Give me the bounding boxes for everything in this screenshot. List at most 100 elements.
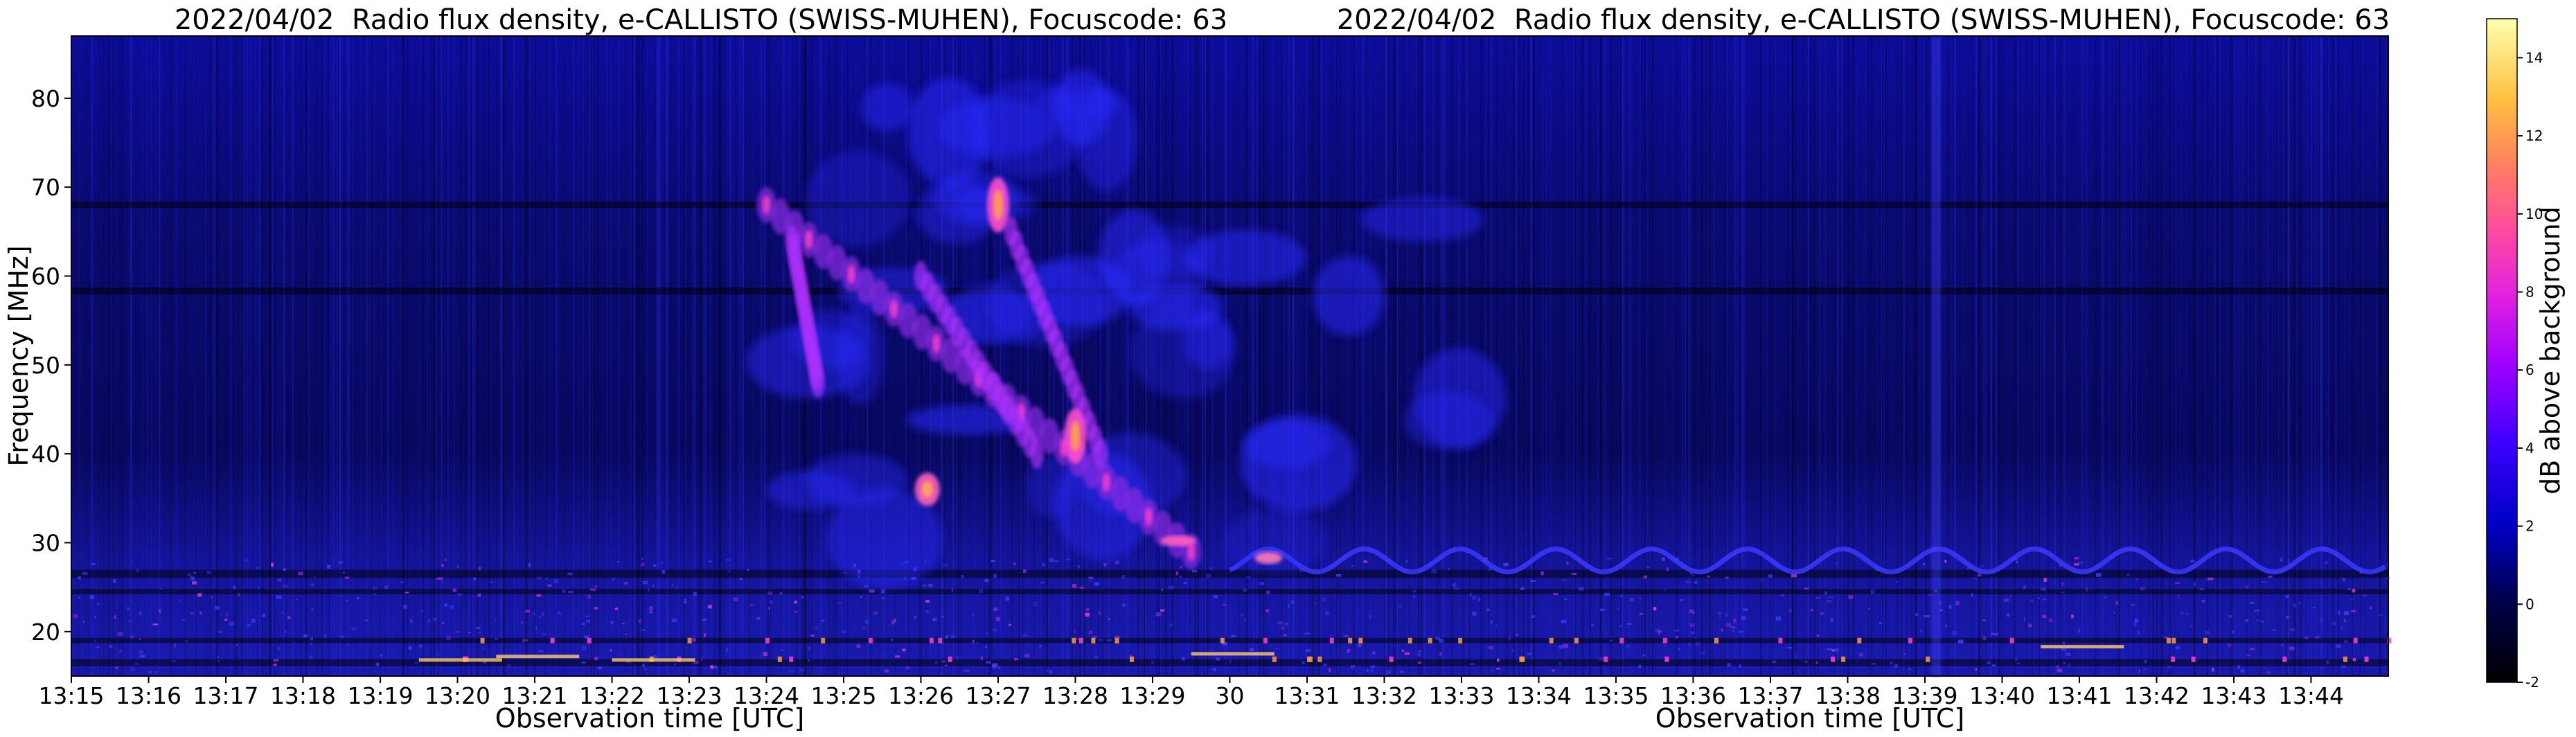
rfi-speck <box>1566 562 1569 565</box>
rfi-speck <box>2038 597 2041 599</box>
rfi-speck <box>2193 582 2196 586</box>
rfi-speck <box>675 586 679 589</box>
noise-streak <box>1383 36 1386 676</box>
noise-streak <box>2237 36 2240 676</box>
noise-streak <box>2086 36 2088 676</box>
rfi-speck <box>1372 651 1376 655</box>
noise-streak <box>90 36 93 676</box>
rfi-speck <box>2028 623 2032 628</box>
noise-streak <box>2201 36 2203 676</box>
rfi-speck <box>438 577 443 580</box>
noise-streak <box>441 36 443 676</box>
rfi-speck <box>346 643 350 646</box>
rfi-marker <box>1072 637 1076 643</box>
rfi-speck <box>1107 618 1111 621</box>
rfi-speck <box>1330 634 1332 637</box>
noise-streak <box>272 36 274 676</box>
rfi-speck <box>801 596 804 598</box>
noise-streak <box>2298 36 2300 676</box>
burst-blob <box>1029 438 1044 470</box>
rfi-speck <box>2298 602 2301 604</box>
rfi-speck <box>522 641 524 643</box>
noise-streak <box>1581 36 1583 676</box>
noise-streak <box>677 36 680 676</box>
x-tick-label: 13:36 <box>1660 682 1726 709</box>
noise-streak <box>1022 36 1024 676</box>
rfi-speck <box>1727 663 1731 667</box>
rfi-speck <box>159 609 161 613</box>
noise-streak <box>2170 36 2173 676</box>
rfi-speck <box>1431 569 1437 574</box>
noise-streak <box>2189 36 2190 676</box>
rfi-speck <box>642 664 645 667</box>
noise-streak <box>1542 36 1544 676</box>
rfi-marker <box>2009 637 2014 643</box>
noise-streak <box>1676 36 1678 676</box>
rfi-speck <box>1054 560 1059 562</box>
rfi-marker <box>587 637 592 643</box>
noise-streak <box>1760 36 1762 676</box>
rfi-speck <box>152 623 159 625</box>
noise-streak <box>2279 36 2281 676</box>
noise-streak <box>2126 36 2128 676</box>
noise-streak <box>2379 36 2381 676</box>
rfi-speck <box>1182 657 1185 661</box>
noise-streak <box>1628 36 1631 676</box>
noise-streak <box>339 36 341 676</box>
noise-streak <box>528 36 531 676</box>
burst-blob <box>826 488 943 588</box>
rfi-speck <box>648 589 650 592</box>
noise-streak <box>1357 36 1358 676</box>
rfi-speck <box>1170 623 1172 627</box>
rfi-speck <box>799 668 805 671</box>
rfi-speck <box>894 619 896 623</box>
noise-streak <box>438 36 440 676</box>
rfi-speck <box>1363 560 1367 564</box>
noise-streak <box>316 36 318 676</box>
noise-streak <box>2095 36 2096 676</box>
rfi-speck <box>314 576 317 579</box>
rfi-speck <box>1638 664 1642 668</box>
noise-streak <box>1796 36 1798 676</box>
rfi-speck <box>444 603 447 607</box>
noise-streak <box>1027 36 1029 676</box>
rfi-speck <box>815 627 817 630</box>
rfi-speck <box>1689 609 1694 613</box>
noise-streak <box>338 36 341 676</box>
noise-streak <box>1386 36 1388 676</box>
noise-streak <box>1299 36 1302 676</box>
rfi-speck <box>810 634 815 637</box>
rfi-speck <box>710 665 713 669</box>
noise-streak <box>1256 36 1258 676</box>
noise-streak <box>285 36 287 676</box>
noise-streak <box>582 36 584 676</box>
rfi-speck <box>891 639 893 641</box>
rfi-speck <box>594 607 598 610</box>
noise-streak <box>726 36 729 676</box>
rfi-speck <box>2250 602 2255 604</box>
dark-band <box>71 589 2388 594</box>
rfi-speck <box>1503 562 1509 567</box>
noise-streak <box>453 36 455 676</box>
noise-streak <box>1844 36 1845 676</box>
rfi-speck <box>344 576 350 579</box>
rfi-speck <box>224 619 228 621</box>
noise-streak <box>1923 36 1926 676</box>
noise-streak <box>1325 36 1328 676</box>
rfi-speck <box>1620 594 1623 598</box>
rfi-speck <box>310 642 312 645</box>
noise-streak <box>1982 36 1984 676</box>
rfi-speck <box>190 576 195 580</box>
rfi-speck <box>1952 631 1957 635</box>
rfi-speck <box>779 649 783 652</box>
rfi-speck <box>1495 623 1498 628</box>
rfi-speck <box>2325 561 2328 565</box>
noise-streak <box>698 36 700 676</box>
noise-streak <box>2070 36 2073 676</box>
rfi-speck <box>950 635 956 639</box>
noise-streak <box>214 36 216 676</box>
rfi-speck <box>1094 655 1099 659</box>
rfi-speck <box>842 630 846 634</box>
noise-streak <box>2376 36 2378 676</box>
rfi-speck <box>2231 630 2235 634</box>
